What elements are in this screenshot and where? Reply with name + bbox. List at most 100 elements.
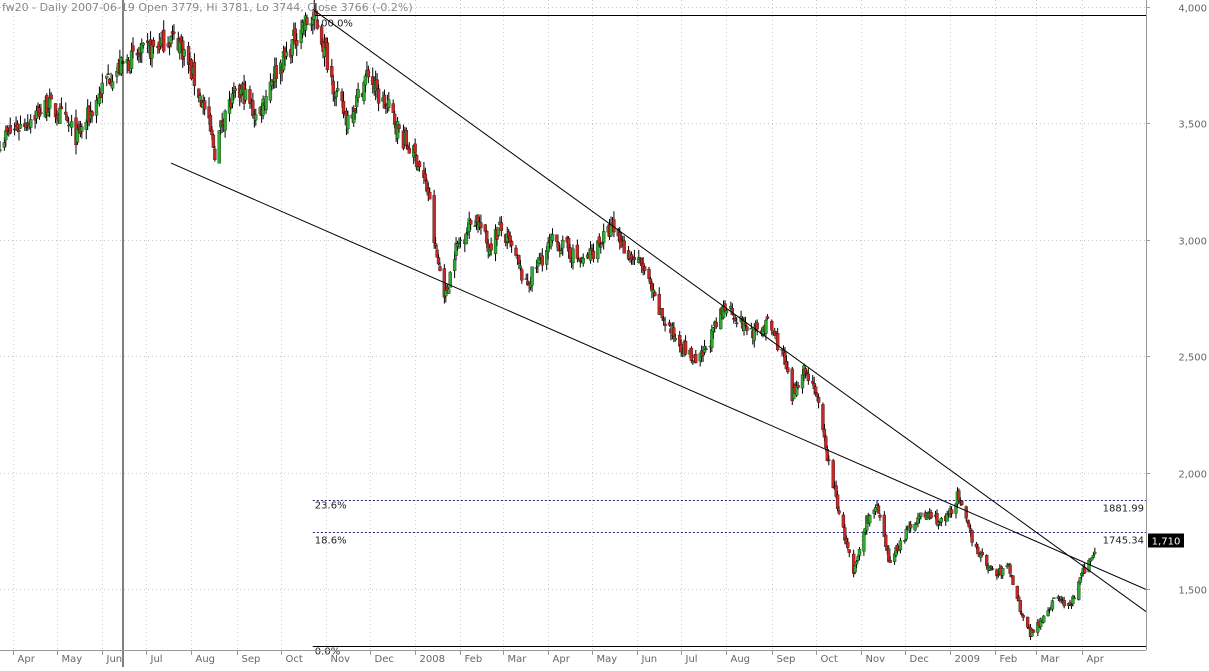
y-tick-label: 4,000 (1178, 4, 1207, 15)
candle (217, 130, 221, 164)
candle-body (672, 327, 676, 337)
candle-body (8, 125, 12, 134)
candle (100, 73, 104, 104)
candle-body (366, 69, 371, 78)
candle-body (888, 560, 892, 563)
candle (599, 242, 603, 254)
candle (745, 325, 749, 336)
candle-body (509, 241, 514, 246)
candle-body (106, 73, 110, 75)
candle-body (1050, 600, 1055, 610)
candle-body (433, 243, 438, 247)
candle (325, 37, 330, 73)
x-tick-label: May (62, 654, 83, 665)
candle-body (172, 31, 176, 34)
candle (990, 566, 995, 571)
candle (90, 109, 94, 123)
x-tick-label: Dec (910, 654, 929, 665)
x-axis-ticks: Apr May Jun Jul Aug Sep Oct Nov Dec 2008 Feb Mar Apr… (13, 650, 1105, 665)
candle (876, 503, 881, 514)
candle-body (964, 506, 968, 519)
candle (315, 11, 319, 30)
x-tick-label: Oct (286, 654, 303, 665)
candle (775, 328, 780, 352)
candle (878, 513, 882, 521)
candle-body (397, 124, 401, 129)
y-tick-label: 2,000 (1178, 470, 1207, 481)
candle (105, 75, 109, 87)
candle (724, 308, 729, 317)
candle-body (233, 88, 237, 91)
candle-body (898, 540, 903, 551)
candle-body (985, 555, 989, 566)
candle (479, 214, 483, 235)
candle-body (919, 512, 923, 517)
candle (868, 514, 872, 527)
x-tick-label: Apr (553, 654, 571, 665)
candle-body (413, 143, 417, 153)
candle-body (284, 51, 289, 57)
candle (1072, 595, 1077, 600)
candle (1031, 629, 1036, 633)
candle-body (660, 308, 664, 319)
candle-body (264, 96, 268, 111)
candle-body (835, 494, 840, 509)
candle-body (485, 230, 489, 244)
candle-body (847, 549, 851, 553)
candle-body (452, 259, 457, 272)
x-tick-label: Jun (106, 654, 123, 665)
candle (980, 548, 984, 557)
candle-body (407, 148, 411, 154)
candle (509, 239, 514, 253)
candle (336, 81, 340, 93)
candle-body (423, 173, 428, 181)
candle-body (873, 507, 878, 512)
candle-body (151, 40, 156, 47)
candle (846, 537, 850, 551)
candle (334, 90, 338, 107)
candle (1052, 597, 1056, 599)
candle (857, 547, 862, 560)
candle-body (295, 40, 299, 46)
candle-body (59, 106, 64, 110)
candle-body (325, 42, 330, 70)
candle (673, 333, 677, 342)
candle-body (846, 541, 850, 549)
candle-body (17, 130, 21, 132)
trendlines (170, 8, 1147, 612)
candle-body (1078, 577, 1082, 583)
candle (683, 335, 688, 355)
candle-body (813, 386, 818, 393)
candle (141, 42, 145, 49)
candle-body (336, 88, 340, 91)
candle-body (970, 530, 974, 543)
candle-body (909, 524, 913, 529)
current-price-label: 1,710 (1152, 537, 1181, 548)
trendline (170, 162, 1147, 590)
candle (591, 243, 596, 263)
candle (356, 82, 360, 103)
candle-body (980, 552, 984, 556)
candle-body (1090, 557, 1094, 561)
candle-body (213, 148, 217, 160)
candle-body (254, 114, 258, 121)
candle (622, 235, 626, 254)
candle (39, 103, 43, 115)
candle-body (550, 234, 555, 241)
candle (752, 322, 756, 348)
candle-body (1093, 551, 1097, 554)
candle-body (749, 328, 753, 330)
x-tick-label: Aug (731, 654, 751, 665)
candle (976, 543, 980, 555)
candle-body (540, 255, 544, 266)
candle-body (438, 266, 442, 271)
candle-body (745, 326, 749, 331)
candle (452, 251, 457, 279)
candle-body (854, 561, 859, 565)
candle-body (499, 222, 504, 232)
candle (1011, 575, 1015, 585)
candle-body (694, 353, 698, 364)
candle (939, 516, 944, 527)
candle-body (765, 316, 770, 319)
candle-body (100, 82, 104, 95)
